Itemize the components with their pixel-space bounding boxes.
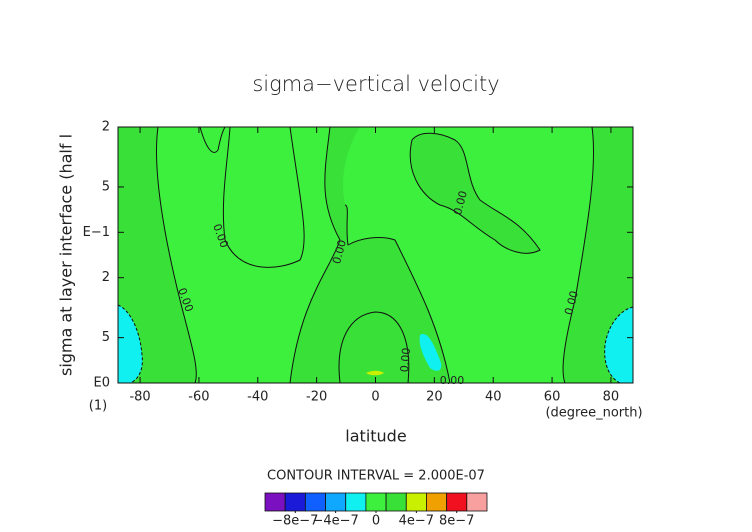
- colorbar-tick-label: 4e−7: [399, 514, 434, 529]
- y-tick-label: E−1: [83, 225, 110, 240]
- contour-line: [604, 306, 634, 384]
- contour-line: [199, 126, 305, 268]
- y-tick-label: 2: [102, 120, 110, 135]
- contour-line: [156, 126, 197, 384]
- field-region: [604, 307, 633, 383]
- contour-line: [409, 132, 541, 254]
- x-tick-label: 0: [371, 390, 379, 405]
- colorbar-swatch: [284, 492, 306, 512]
- colorbar-swatch: [385, 492, 407, 512]
- contour-label: 0.00: [440, 374, 465, 387]
- x-tick-label: -60: [188, 390, 209, 405]
- field-region: [410, 133, 540, 254]
- colorbar-swatch: [304, 492, 326, 512]
- x-tick-label: 40: [485, 390, 502, 405]
- contour-line: [289, 126, 341, 384]
- contour-line: [338, 311, 410, 384]
- y-tick-label: E0: [94, 376, 111, 391]
- field-region: [118, 127, 197, 383]
- colorbar-swatch: [365, 492, 387, 512]
- colorbar-swatch: [325, 492, 347, 512]
- y-unit: (1): [89, 399, 107, 414]
- colorbar-swatch: [264, 492, 286, 512]
- y-axis-label: sigma at layer interface (half l: [57, 134, 76, 376]
- x-axis-label: latitude: [345, 427, 406, 446]
- colorbar-tick-label: 8e−7: [439, 514, 474, 529]
- x-tick-label: 20: [426, 390, 443, 405]
- x-tick-label: -40: [247, 390, 268, 405]
- colorbar-swatch: [466, 492, 488, 512]
- colorbar-swatch: [345, 492, 367, 512]
- contour-line: [117, 304, 143, 384]
- contour-label: 0.00: [330, 238, 349, 265]
- y-tick-label: 2: [102, 270, 110, 285]
- x-unit: (degree_north): [545, 406, 642, 421]
- field-region: [118, 305, 143, 383]
- contour-label: 0.00: [398, 347, 413, 373]
- field-region: [366, 370, 384, 376]
- contour-label: 0.00: [562, 289, 581, 316]
- chart-title: sigma−vertical velocity: [252, 72, 499, 96]
- x-tick-label: -80: [129, 390, 150, 405]
- x-tick-label: 60: [544, 390, 561, 405]
- colorbar-swatch: [446, 492, 468, 512]
- field-region: [290, 127, 450, 383]
- contour-interval: CONTOUR INTERVAL = 2.000E-07: [267, 469, 485, 484]
- y-tick-label: 5: [102, 330, 110, 345]
- colorbar-swatch: [405, 492, 427, 512]
- x-tick-label: -20: [306, 390, 327, 405]
- contour-line: [562, 126, 594, 384]
- contour-label: 0.00: [451, 189, 470, 216]
- colorbar-tick-label: 0: [372, 514, 380, 529]
- contour-line: [344, 204, 451, 384]
- colorbar-swatch: [426, 492, 448, 512]
- plot-area: 0.00 0.00 0.00 0.00 0.00 0.00 0.00: [117, 126, 634, 387]
- x-tick-label: 80: [603, 390, 620, 405]
- field-region: [419, 334, 442, 371]
- colorbar-tick-label: −8e−7: [272, 514, 318, 529]
- colorbar-tick-label: −4e−7: [312, 514, 358, 529]
- y-tick-label: 5: [102, 179, 110, 194]
